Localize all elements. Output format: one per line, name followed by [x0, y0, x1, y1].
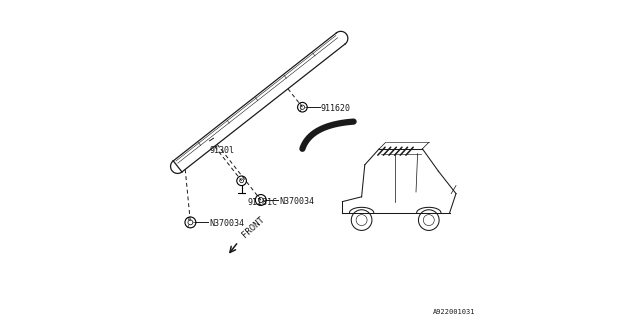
Text: N370034: N370034 [280, 197, 314, 206]
Text: 9130l: 9130l [210, 146, 235, 155]
Text: 911620: 911620 [321, 104, 351, 113]
Text: FRONT: FRONT [240, 214, 266, 239]
Text: A922001031: A922001031 [433, 309, 475, 315]
Text: N370034: N370034 [209, 220, 244, 228]
Text: 91181C: 91181C [248, 198, 277, 207]
